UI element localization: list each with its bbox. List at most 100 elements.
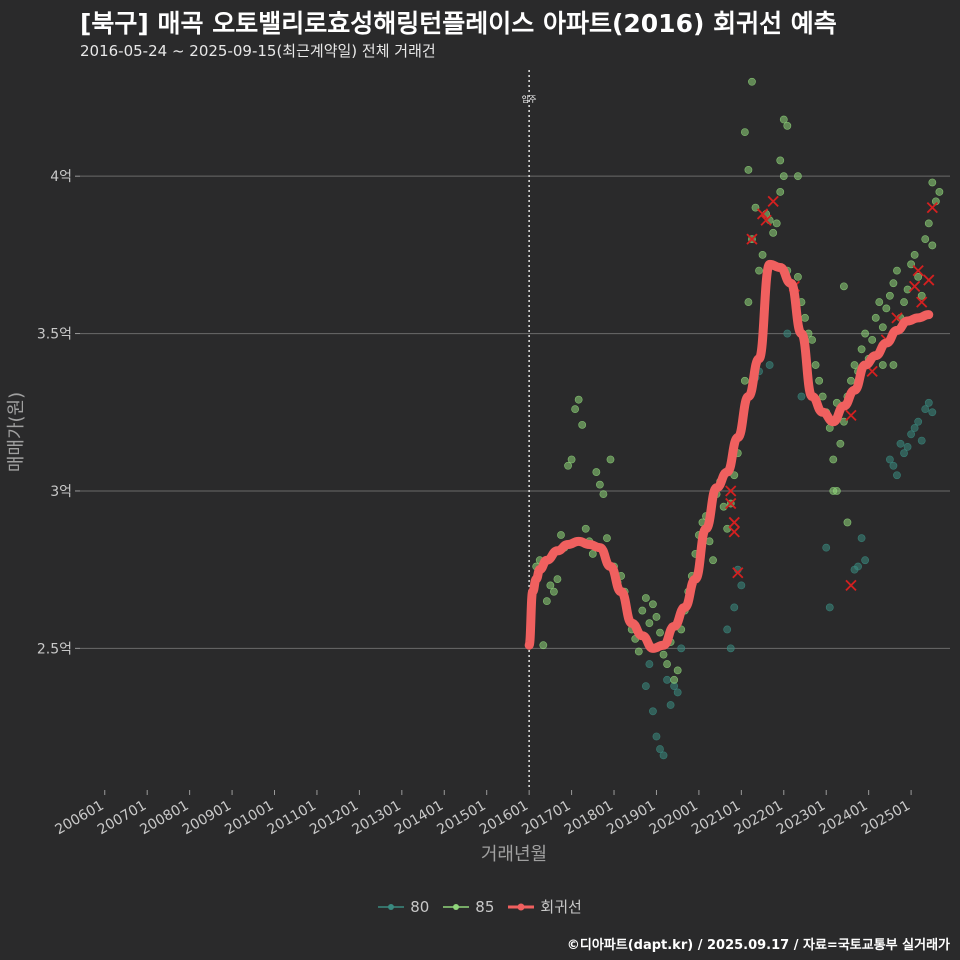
- data-point-85: [875, 298, 884, 306]
- move-in-marker: 입주: [522, 70, 537, 790]
- regression-path: [524, 259, 934, 653]
- data-point-85: [578, 420, 587, 429]
- highlight-x-marker: [845, 579, 857, 592]
- data-point-80: [896, 439, 905, 448]
- series-85-points: [532, 77, 944, 684]
- data-point-85: [595, 480, 604, 489]
- data-point-80: [910, 424, 919, 432]
- data-point-85: [900, 298, 908, 306]
- data-point-85: [893, 266, 901, 275]
- data-point-80: [673, 688, 682, 697]
- highlight-x-marker: [746, 233, 758, 245]
- legend-label-regression: 회귀선: [540, 898, 582, 916]
- data-point-85: [634, 647, 643, 656]
- data-point-85: [546, 581, 555, 590]
- data-point-85: [649, 600, 657, 609]
- gridlines: [80, 175, 950, 649]
- highlight-x-marker: [728, 516, 740, 529]
- data-point-85: [843, 518, 852, 527]
- data-point-85: [645, 619, 654, 628]
- highlight-x-marker: [760, 214, 772, 226]
- data-point-80: [730, 603, 739, 612]
- data-point-80: [857, 534, 866, 543]
- data-point-85: [776, 188, 785, 196]
- data-point-80: [737, 581, 746, 590]
- data-point-85: [719, 502, 728, 511]
- data-point-85: [924, 219, 933, 228]
- data-point-85: [659, 650, 668, 659]
- data-point-85: [776, 156, 785, 165]
- data-point-85: [670, 675, 679, 684]
- data-point-80: [666, 701, 675, 709]
- data-point-85: [606, 455, 615, 464]
- data-point-85: [878, 323, 887, 332]
- x-axis-title: 거래년월: [481, 844, 547, 865]
- data-point-80: [822, 543, 831, 552]
- y-axis-ticks: 2.5억 3억 3.5억 4억: [37, 169, 80, 657]
- data-point-85: [550, 587, 558, 596]
- data-point-80: [663, 675, 671, 684]
- data-point-85: [748, 77, 756, 86]
- y-tick-label: 3.5억: [37, 327, 72, 343]
- data-point-80: [900, 449, 908, 458]
- data-point-85: [539, 641, 548, 650]
- legend-key-regression: [508, 903, 535, 910]
- data-point-85: [769, 228, 778, 237]
- data-point-80: [921, 405, 930, 414]
- highlight-x-marker: [732, 567, 744, 579]
- highlight-x-marker: [728, 526, 740, 538]
- highlighted-points: [725, 195, 938, 592]
- data-point-85: [557, 531, 565, 539]
- data-point-80: [885, 455, 894, 464]
- regression-line: [524, 259, 934, 653]
- data-point-80: [765, 361, 774, 369]
- data-point-85: [709, 556, 717, 565]
- data-point-85: [758, 250, 767, 259]
- legend-label-80: 80: [410, 897, 430, 916]
- legend-item-regression: 회귀선: [508, 896, 582, 917]
- highlight-x-marker: [923, 274, 935, 286]
- data-point-85: [553, 575, 562, 583]
- data-point-80: [854, 562, 862, 571]
- data-point-80: [924, 398, 933, 407]
- data-point-85: [857, 345, 866, 354]
- data-point-80: [861, 556, 870, 565]
- data-point-85: [755, 266, 763, 275]
- data-point-85: [740, 376, 749, 385]
- data-point-85: [889, 361, 898, 369]
- highlight-x-marker: [912, 264, 924, 277]
- data-point-85: [917, 291, 926, 300]
- legend-item-80: 80: [378, 898, 429, 916]
- data-point-85: [783, 121, 792, 130]
- data-point-85: [808, 335, 816, 344]
- highlight-x-marker: [756, 208, 769, 220]
- data-point-85: [889, 279, 898, 288]
- data-point-80: [928, 408, 937, 417]
- data-point-85: [914, 273, 923, 281]
- data-point-85: [638, 606, 647, 615]
- data-point-85: [599, 490, 608, 499]
- series-80-points: [641, 329, 937, 760]
- data-point-85: [921, 235, 930, 244]
- data-point-85: [574, 395, 583, 404]
- data-point-85: [847, 376, 855, 385]
- data-point-80: [659, 751, 668, 760]
- data-point-85: [772, 219, 781, 228]
- highlight-x-marker: [725, 485, 737, 497]
- y-axis-title: 매매가(원): [6, 392, 27, 472]
- data-point-85: [815, 376, 824, 385]
- y-tick-label: 2.5억: [37, 641, 72, 657]
- data-point-85: [829, 487, 838, 495]
- data-point-80: [677, 644, 686, 653]
- data-point-85: [603, 534, 611, 543]
- data-point-80: [903, 442, 912, 451]
- data-point-85: [588, 550, 597, 558]
- chart-subtitle: 2016-05-24 ~ 2025-09-15(최근계약일) 전체 거래건: [80, 42, 436, 60]
- legend-label-85: 85: [475, 897, 495, 916]
- data-point-80: [652, 732, 661, 741]
- data-point-85: [882, 304, 891, 313]
- data-point-85: [564, 461, 572, 470]
- x-tick-label: 202501: [859, 798, 913, 839]
- y-tick-label: 3억: [50, 484, 72, 500]
- data-point-85: [861, 329, 870, 338]
